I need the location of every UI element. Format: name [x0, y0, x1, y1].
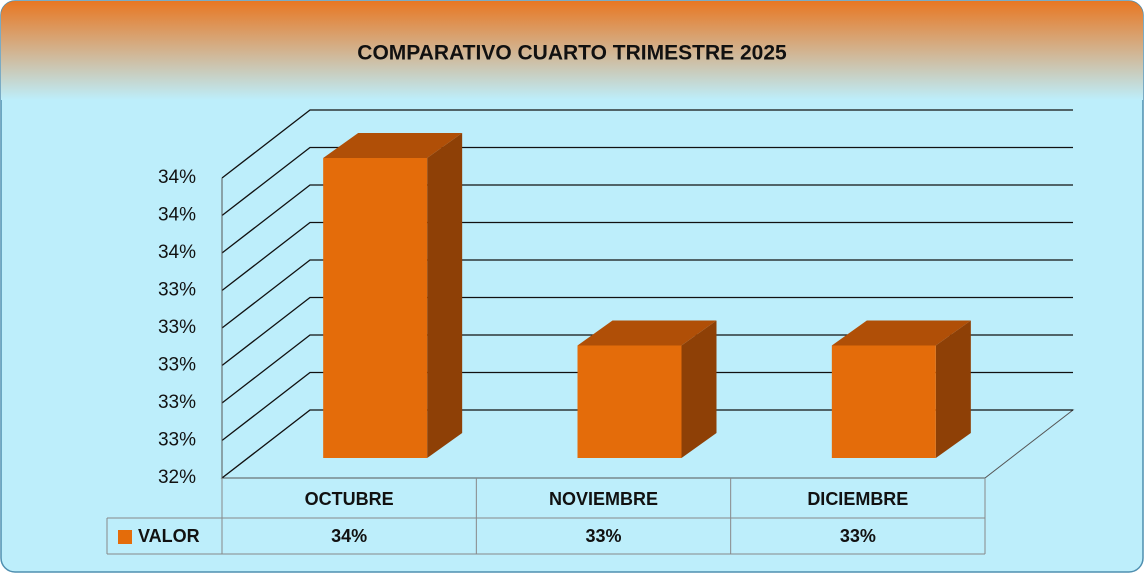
chart-title: COMPARATIVO CUARTO TRIMESTRE 2025: [357, 42, 787, 65]
y-tick-label: 34%: [158, 167, 196, 188]
y-tick-label: 33%: [158, 392, 196, 413]
y-tick-label: 34%: [158, 242, 196, 263]
y-tick-label: 32%: [158, 467, 196, 488]
bar-top: [577, 320, 717, 346]
header-band: [1, 1, 1143, 100]
grid-line: [221, 334, 1073, 404]
grid-line: [221, 259, 1073, 329]
data-label: 33%: [585, 526, 621, 546]
x-tick-label: OCTUBRE: [305, 489, 394, 509]
bar-top: [323, 133, 463, 158]
bar: [577, 345, 682, 458]
grid-line: [221, 109, 1073, 179]
legend-swatch: [118, 530, 132, 544]
grid-line: [221, 409, 1073, 479]
grid-line: [221, 184, 1073, 254]
x-tick-label: DICIEMBRE: [807, 489, 908, 509]
bar-top: [831, 320, 971, 346]
grid-line: [221, 146, 1073, 217]
y-tick-label: 33%: [158, 280, 196, 301]
legend-label: VALOR: [138, 526, 200, 546]
data-label: 34%: [331, 526, 367, 546]
x-tick-label: NOVIEMBRE: [549, 489, 658, 509]
y-tick-label: 34%: [158, 205, 196, 226]
bar-side: [427, 133, 463, 458]
data-label: 33%: [840, 526, 876, 546]
bar: [323, 158, 428, 458]
y-tick-label: 33%: [158, 317, 196, 338]
grid-line: [221, 221, 1073, 292]
y-tick-label: 33%: [158, 430, 196, 451]
grid-line: [221, 371, 1073, 442]
bar: [831, 345, 936, 458]
bar-side: [681, 320, 717, 458]
bar-side: [935, 320, 971, 458]
y-tick-label: 33%: [158, 355, 196, 376]
grid-line: [221, 296, 1073, 367]
